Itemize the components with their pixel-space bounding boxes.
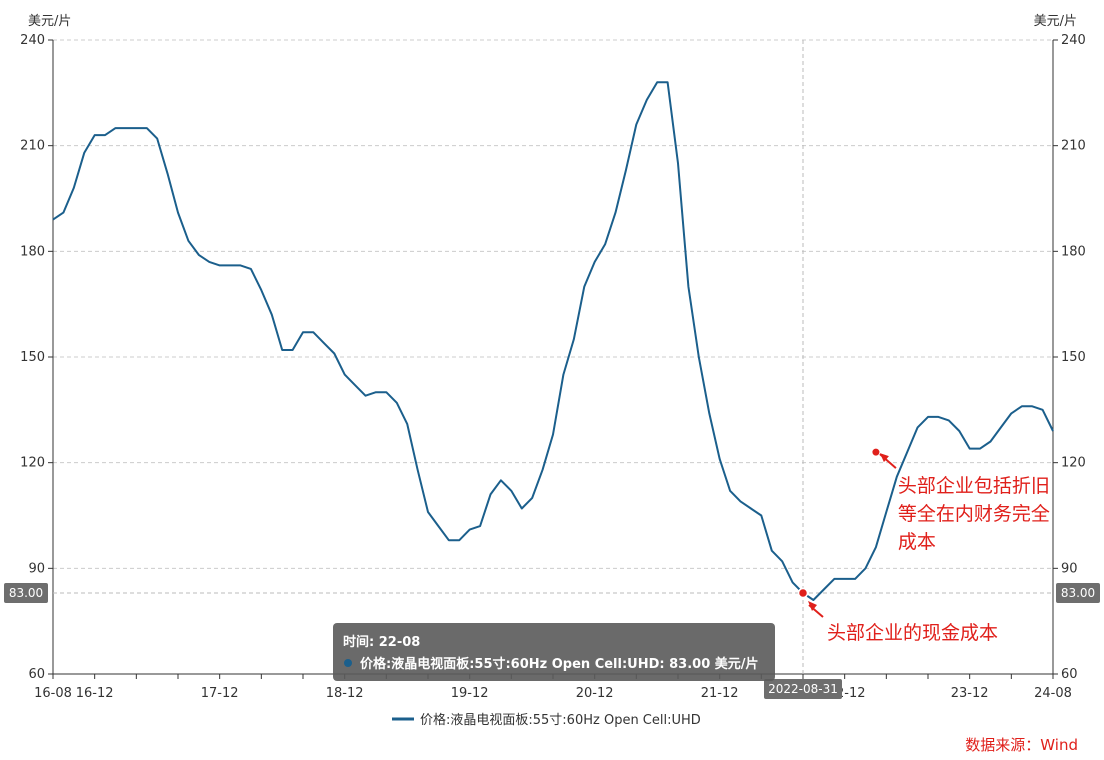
y-tick-label-right: 150 bbox=[1061, 350, 1086, 365]
annotation-markers bbox=[797, 447, 881, 599]
annotation-text: 头部企业包括折旧 bbox=[898, 475, 1050, 497]
y-tick-label-left: 150 bbox=[20, 350, 45, 365]
annotation-point bbox=[797, 587, 809, 599]
axis-value-badges: 83.00 83.00 2022-08-31 bbox=[4, 582, 1100, 699]
axes bbox=[48, 39, 1058, 679]
x-tick-label: 20-12 bbox=[576, 686, 614, 701]
x-tick-label: 17-12 bbox=[201, 686, 239, 701]
annotation-text: 等全在内财务完全 bbox=[898, 503, 1050, 525]
annotation-point bbox=[871, 447, 881, 457]
y-axis-right-tick-labels: 60 90 120 150 180 210 240 bbox=[1061, 33, 1086, 682]
y-badge-left bbox=[4, 582, 48, 603]
y-axis-right-unit: 美元/片 bbox=[1034, 14, 1077, 29]
y-tick-label-right: 210 bbox=[1061, 139, 1086, 154]
x-badge-text: 2022-08-31 bbox=[768, 682, 838, 696]
series-line[interactable] bbox=[52, 81, 1054, 601]
y-tick-label-right: 120 bbox=[1061, 456, 1086, 471]
y-badge-right bbox=[1056, 582, 1100, 603]
y-tick-label-left: 120 bbox=[20, 456, 45, 471]
tooltip-row: 价格:液晶电视面板:55寸:60Hz Open Cell:UHD: 83.00 … bbox=[360, 656, 759, 672]
y-tick-label-right: 90 bbox=[1061, 561, 1078, 576]
y-tick-label-left: 60 bbox=[28, 667, 45, 682]
y-tick-label-right: 180 bbox=[1061, 244, 1086, 259]
legend[interactable]: 价格:液晶电视面板:55寸:60Hz Open Cell:UHD bbox=[392, 712, 701, 728]
x-badge bbox=[764, 679, 842, 699]
x-tick-label: 23-12 bbox=[951, 686, 989, 701]
x-tick-label: 16-12 bbox=[76, 686, 114, 701]
data-source: 数据来源：Wind bbox=[965, 736, 1078, 754]
y-tick-label-left: 210 bbox=[20, 139, 45, 154]
x-tick-label: 19-12 bbox=[451, 686, 489, 701]
x-tick-label: 24-08 bbox=[1034, 686, 1072, 701]
annotation-text: 成本 bbox=[898, 531, 936, 553]
y-badge-right-text: 83.00 bbox=[1061, 586, 1095, 600]
legend-label[interactable]: 价格:液晶电视面板:55寸:60Hz Open Cell:UHD bbox=[420, 712, 701, 728]
y-tick-label-right: 240 bbox=[1061, 33, 1086, 48]
y-tick-label-right: 60 bbox=[1061, 667, 1078, 682]
annotation-text: 头部企业的现金成本 bbox=[827, 622, 998, 644]
tooltip-series-dot bbox=[344, 659, 352, 667]
x-tick-label: 16-08 bbox=[34, 686, 72, 701]
y-tick-label-left: 90 bbox=[28, 561, 45, 576]
tooltip-title: 时间: 22-08 bbox=[343, 634, 420, 650]
tooltip-box bbox=[333, 623, 775, 681]
y-badge-left-text: 83.00 bbox=[9, 586, 43, 600]
grid-lines bbox=[53, 39, 1053, 569]
x-tick-label: 21-12 bbox=[701, 686, 739, 701]
y-axis-left-unit: 美元/片 bbox=[28, 14, 71, 29]
series-layer[interactable] bbox=[52, 81, 1054, 601]
tooltip: 时间: 22-08 价格:液晶电视面板:55寸:60Hz Open Cell:UH… bbox=[333, 623, 775, 681]
y-tick-label-left: 240 bbox=[20, 33, 45, 48]
annotation-arrowhead bbox=[808, 600, 817, 611]
crosshair bbox=[53, 40, 1053, 674]
annotation-arrowhead bbox=[879, 453, 889, 463]
x-tick-label: 18-12 bbox=[326, 686, 364, 701]
y-axis-left-tick-labels: 60 90 120 150 180 210 240 bbox=[20, 33, 45, 682]
y-tick-label-left: 180 bbox=[20, 244, 45, 259]
x-axis-tick-labels: 16-08 16-12 17-12 18-12 19-12 20-12 21-12 22-12… bbox=[34, 686, 1072, 701]
